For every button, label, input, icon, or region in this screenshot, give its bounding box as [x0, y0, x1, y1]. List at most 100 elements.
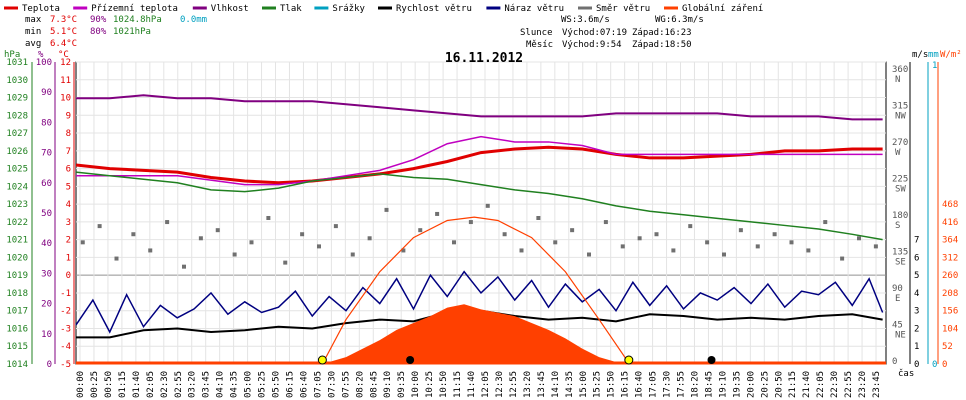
x-tick-label: 19:10 [718, 371, 728, 398]
legend-label: Vlhkost [211, 4, 249, 14]
wm2-tick-label: 52 [942, 342, 953, 352]
hpa-tick-label: 1027 [6, 129, 28, 139]
x-tick-label: 01:15 [118, 371, 128, 398]
moon-rise: Východ:9:54 [562, 40, 622, 50]
chart-title: 16.11.2012 [445, 51, 523, 66]
celsius-tick-label: -3 [60, 324, 71, 334]
ms-tick-label: 2 [914, 324, 919, 334]
wind-direction-point [131, 232, 136, 237]
radiation-max-curve [321, 216, 630, 365]
legend-label: Tlak [280, 4, 302, 14]
wind-direction-point [114, 256, 119, 261]
wm2-tick-label: 156 [942, 307, 958, 317]
direction-tick-label: 315 [892, 102, 908, 112]
percent-tick-label: 10 [41, 330, 52, 340]
wind-direction-point [165, 220, 170, 225]
wm2-tick-label: 104 [942, 324, 958, 334]
x-tick-label: 18:45 [704, 371, 714, 398]
x-tick-label: 02:55 [174, 371, 184, 398]
wind-direction-point [637, 236, 642, 241]
wind-direction-point [705, 240, 710, 245]
wm2-tick-label: 364 [942, 236, 958, 246]
celsius-tick-label: -2 [60, 307, 71, 317]
x-tick-label: 22:30 [830, 371, 840, 398]
stats-max-rain: 0.0mm [180, 15, 207, 25]
celsius-tick-label: 11 [60, 76, 71, 86]
hpa-tick-label: 1021 [6, 236, 28, 246]
series-line-tlak [75, 171, 883, 241]
x-tick-label: 12:55 [509, 371, 519, 398]
hpa-tick-label: 1030 [6, 76, 28, 86]
x-tick-label: 09:35 [397, 371, 407, 398]
wind-wg: WG:6.3m/s [655, 15, 704, 25]
wind-direction-point [654, 232, 659, 237]
percent-tick-label: 80 [41, 118, 52, 128]
wind-direction-point [722, 252, 726, 257]
direction-tick-label: SW [895, 185, 906, 195]
wind-direction-point [603, 220, 608, 225]
wm2-tick-label: 0 [942, 360, 947, 370]
wm2-tick-label: 468 [942, 200, 958, 210]
hpa-tick-label: 1018 [6, 289, 28, 299]
hpa-tick-label: 1026 [6, 147, 28, 157]
wind-direction-point [452, 240, 456, 245]
direction-tick-label: E [895, 294, 900, 304]
x-tick-label: 00:00 [76, 371, 86, 398]
x-tick-label: 07:30 [327, 371, 337, 398]
moon-set: Západ:18:50 [632, 40, 692, 50]
hpa-tick-label: 1031 [6, 58, 28, 68]
moonset-marker [707, 356, 716, 364]
sun-rise: Východ:07:19 [562, 28, 627, 38]
celsius-tick-label: 6 [66, 165, 71, 175]
x-tick-label: 12:05 [481, 371, 491, 398]
wind-direction-point [502, 232, 507, 237]
direction-tick-label: NE [895, 331, 906, 341]
percent-tick-label: 20 [41, 300, 52, 310]
hpa-tick-label: 1014 [6, 360, 28, 370]
x-tick-label: 12:30 [495, 371, 505, 398]
unit-wm2: W/m² [940, 50, 962, 60]
wind-direction-point [435, 211, 440, 216]
wind-direction-point [333, 224, 338, 229]
stats-max-hum: 90% [90, 15, 107, 25]
wind-direction-point [215, 228, 220, 233]
percent-tick-label: 100 [36, 58, 52, 68]
ms-tick-label: 1 [914, 342, 919, 352]
sunset-marker [624, 355, 634, 365]
celsius-tick-label: 9 [66, 111, 71, 121]
direction-tick-label: SE [895, 258, 906, 268]
wind-direction-point [857, 236, 861, 241]
stats-min-temp: 5.1°C [50, 27, 77, 37]
stats-min-press: 1021hPa [113, 27, 151, 37]
hpa-tick-label: 1017 [6, 307, 28, 317]
wind-direction-point [182, 264, 186, 269]
x-tick-label: 05:25 [258, 371, 268, 398]
wind-direction-point [772, 232, 777, 237]
moonrise-marker [406, 356, 415, 364]
unit-hpa: hPa [4, 50, 20, 60]
x-tick-label: 09:10 [383, 371, 393, 398]
x-tick-label: 15:50 [607, 371, 617, 398]
wind-direction-point [587, 252, 591, 257]
hpa-tick-label: 1024 [6, 182, 28, 192]
x-tick-label: 13:45 [537, 371, 547, 398]
legend-label: Náraz větru [504, 4, 564, 14]
direction-tick-label: 360 [892, 65, 908, 75]
wind-direction-point [519, 248, 524, 253]
wind-direction-point [300, 232, 305, 237]
ms-tick-label: 5 [914, 271, 919, 281]
hpa-tick-label: 1022 [6, 218, 28, 228]
stats-max-temp: 7.3°C [50, 15, 77, 25]
x-tick-label: 20:25 [760, 371, 770, 398]
wind-direction-point [873, 244, 878, 249]
x-tick-label: 11:15 [453, 371, 463, 398]
direction-tick-label: 0 [892, 357, 897, 367]
x-tick-label: 15:25 [593, 371, 603, 398]
ms-tick-label: 4 [914, 289, 919, 299]
x-tick-label: 16:15 [621, 371, 631, 398]
wind-direction-point [249, 240, 254, 245]
direction-tick-label: N [895, 75, 900, 85]
wind-direction-point [232, 252, 237, 257]
direction-tick-label: S [895, 221, 900, 231]
